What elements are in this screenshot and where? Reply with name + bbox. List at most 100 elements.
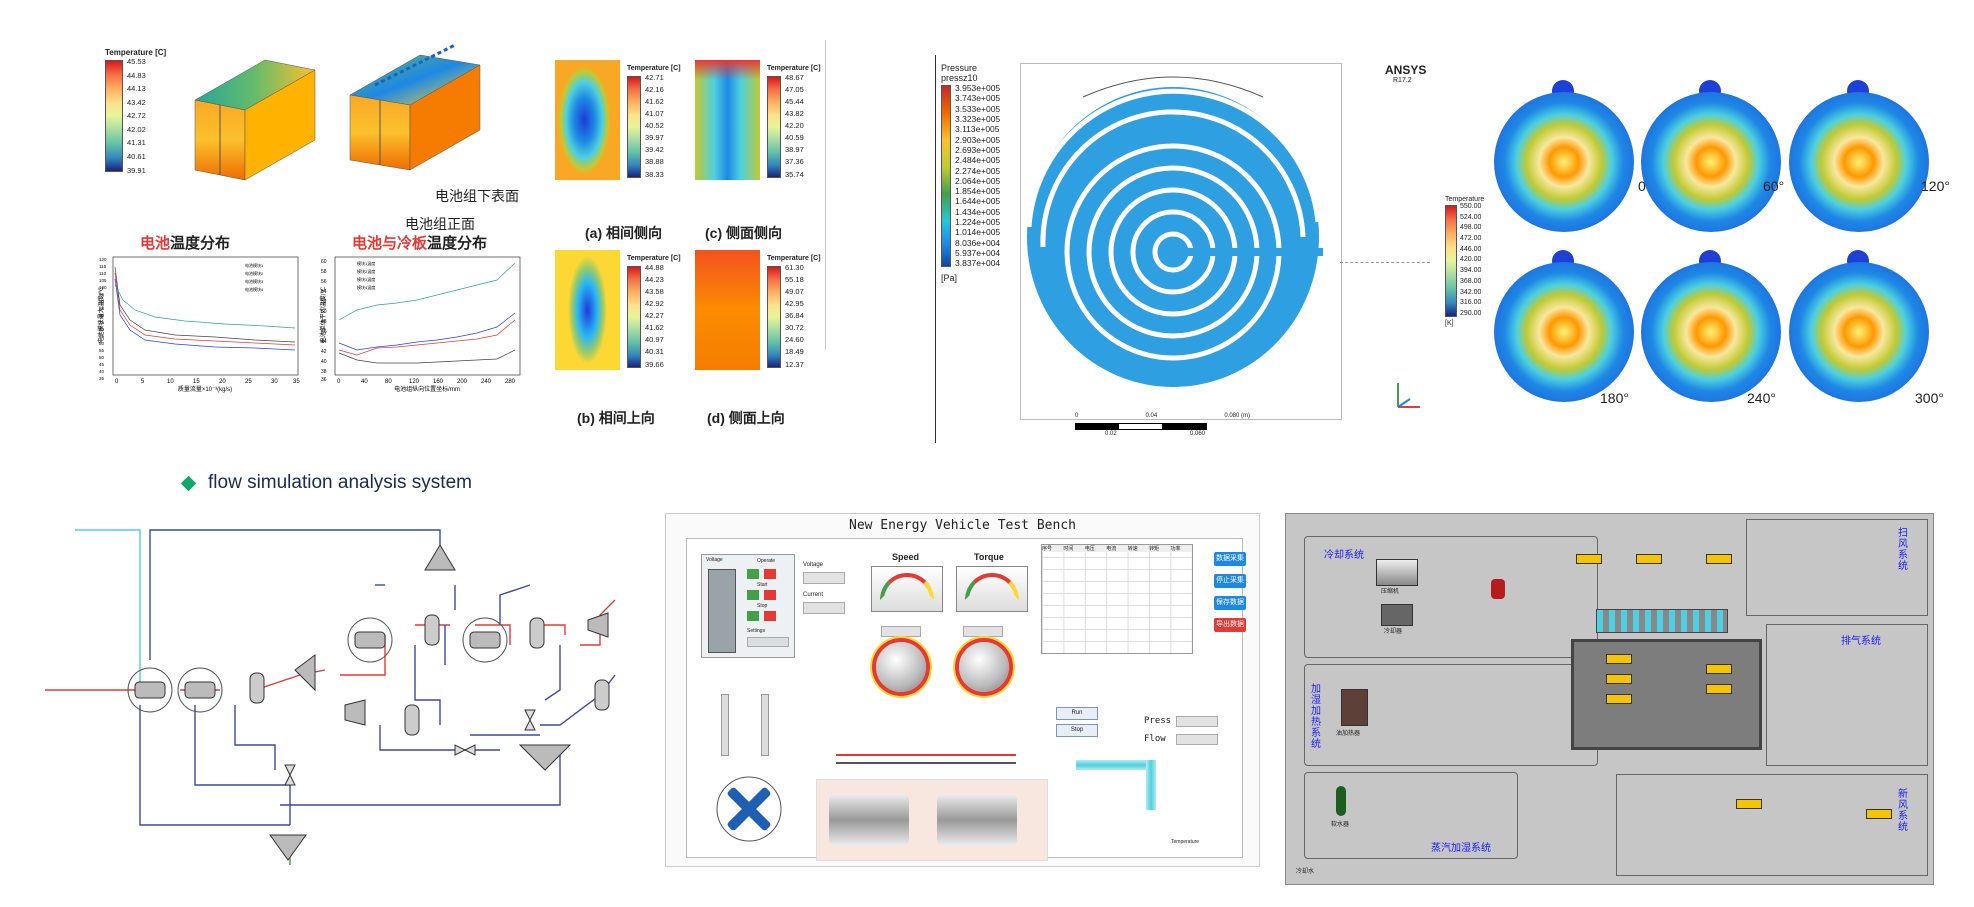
cell-d-title: Temperature [C] [767,255,821,262]
legend-value: 1.014e+005 [955,227,1001,238]
torque-knob[interactable] [959,642,1009,692]
stop-indicator[interactable] [764,569,776,579]
run-button[interactable]: Run [1056,707,1098,720]
legend-value: 42.95 [785,299,804,309]
oil-heater-icon [1341,689,1368,726]
position-temperature-chart: 电池单体平均温度/℃ 电池组纵向位置坐标/mm 0 40 80 120 160 … [319,256,521,393]
torque-label: Torque [974,552,1004,562]
stop-button[interactable]: Stop [1056,724,1098,737]
battery-pack-left [194,59,316,181]
flow-label: Flow [1144,734,1166,744]
rotation-unit: [K] [1445,320,1454,327]
disc-180: 180° [1490,250,1640,410]
press-field[interactable] [1176,716,1218,727]
cell-map-b [555,250,620,370]
start-indicator[interactable] [747,590,759,600]
status-badge [1606,674,1632,684]
chart1-ytick: 110 [99,271,107,276]
angle-label: 60° [1763,178,1785,194]
speed-readout [881,626,921,637]
legend-value: 39.91 [127,165,146,175]
caption-red: 电池与冷板 [352,235,428,252]
heading-text: flow simulation analysis system [208,472,472,493]
current-field[interactable] [803,602,845,614]
chart1-legend: 电池模块1 电池模块2 电池模块3 电池模块4 [245,262,264,292]
chart2-ytick: 36 [321,377,327,383]
chart2-ytick: 46 [321,329,327,335]
dyno-assembly [816,779,1048,861]
hvac-exhaust-box [1766,624,1928,766]
voltage-field[interactable] [803,572,845,584]
table-header: 序号 时间 电压 电流 转速 转矩 功率 [1042,545,1192,552]
hvac-box-cooling [1304,536,1598,658]
legend-value: 38.33 [645,169,664,179]
chart1-legend-item: 电池模块4 [245,286,264,292]
legend-value: 368.00 [1460,277,1482,285]
label-cooling: 冷却系统 [1324,550,1364,561]
export-data-button[interactable]: 导出数据 [1214,618,1246,632]
legend-value: 39.42 [645,145,664,155]
disc-body [1789,92,1929,232]
chart1-xtick: 5 [141,379,145,385]
legend-value: 3.953e+005 [955,83,1001,93]
cell-map-d [695,250,760,370]
battery-pack-render [194,43,481,181]
ansys-viewport [1020,63,1342,420]
legend-value: 55.18 [785,275,804,285]
chart1-ytick: 100 [99,285,107,290]
disc-body [1641,92,1781,232]
dashed-connector [1340,262,1430,263]
battery-section: Temperature [C] 45.53 44.83 44.13 43.42 … [95,40,535,393]
ansys-section: Pressure pressz10 3.953e+005 3.743e+005 3.… [935,55,1435,450]
start-label: Start [757,582,768,588]
stop-label: Stop [757,603,768,609]
legend-value: 36.84 [785,311,804,321]
battery-legend-values: 45.53 44.83 44.13 43.42 42.72 42.02 41.3… [127,58,146,174]
flow-field[interactable] [1176,734,1218,745]
scale-label: 0 [1075,413,1079,419]
chart1-ytick: 55 [99,348,105,353]
settings-input[interactable] [747,637,789,647]
start-indicator[interactable] [747,569,759,579]
save-data-button[interactable]: 保存数据 [1214,596,1246,610]
pressure-colorbar [941,85,951,267]
disc-60: 60° [1637,80,1787,240]
chart2-ytick: 48 [321,319,327,325]
chart1-xlabel: 质量流量×10⁻³(kg/s) [178,385,232,393]
legend-value: 40.52 [645,121,664,131]
legend-value: 44.88 [645,263,664,272]
legend-value: 1.854e+005 [955,186,1001,197]
pressure-title: Pressure [941,63,978,73]
battery-legend-title: Temperature [C] [105,48,167,57]
legend-value: 3.533e+005 [955,103,1001,114]
legend-value: 2.903e+005 [955,134,1001,145]
cell-map-c-top [695,60,760,80]
stop-indicator[interactable] [764,611,776,621]
cell-c-caption: (c) 侧面侧向 [705,225,782,241]
stop-indicator[interactable] [764,590,776,600]
stop-acquire-button[interactable]: 停止采集 [1214,574,1246,588]
ansys-scale-labels: 0 0.04 0.080 (m) [1075,413,1250,419]
legend-value: 342.00 [1460,288,1482,296]
shaft-indicator-dark [836,762,1016,764]
disc-0: 0° [1490,80,1651,240]
chart1-ytick: 80 [99,313,105,318]
chart1-xtick: 35 [293,379,300,385]
acquire-button[interactable]: 数据采集 [1214,552,1246,566]
speed-knob[interactable] [876,642,926,692]
chart1-xtick: 15 [193,379,200,385]
mass-flow-chart: 电池模块最大温度/℃ 质量流量×10⁻³(kg/s) 0 5 10 15 20 … [97,256,300,393]
chart1-xtick: 10 [167,379,174,385]
angle-label: 300° [1915,390,1944,406]
legend-value: 40.97 [645,335,664,345]
legend-value: 43.42 [127,97,146,107]
label-heat-humid: 加湿加热系统 [1311,684,1321,750]
legend-value: 42.16 [645,85,664,95]
settings-label: Settings [747,628,766,634]
bench-title: New Energy Vehicle Test Bench [849,518,1076,533]
chamber-pipe-bundle [1596,609,1728,633]
start-indicator[interactable] [747,611,759,621]
ansys-version: R17.2 [1393,77,1412,84]
legend-value: 3.837e+004 [955,258,1001,269]
thermometer-right [761,694,769,756]
